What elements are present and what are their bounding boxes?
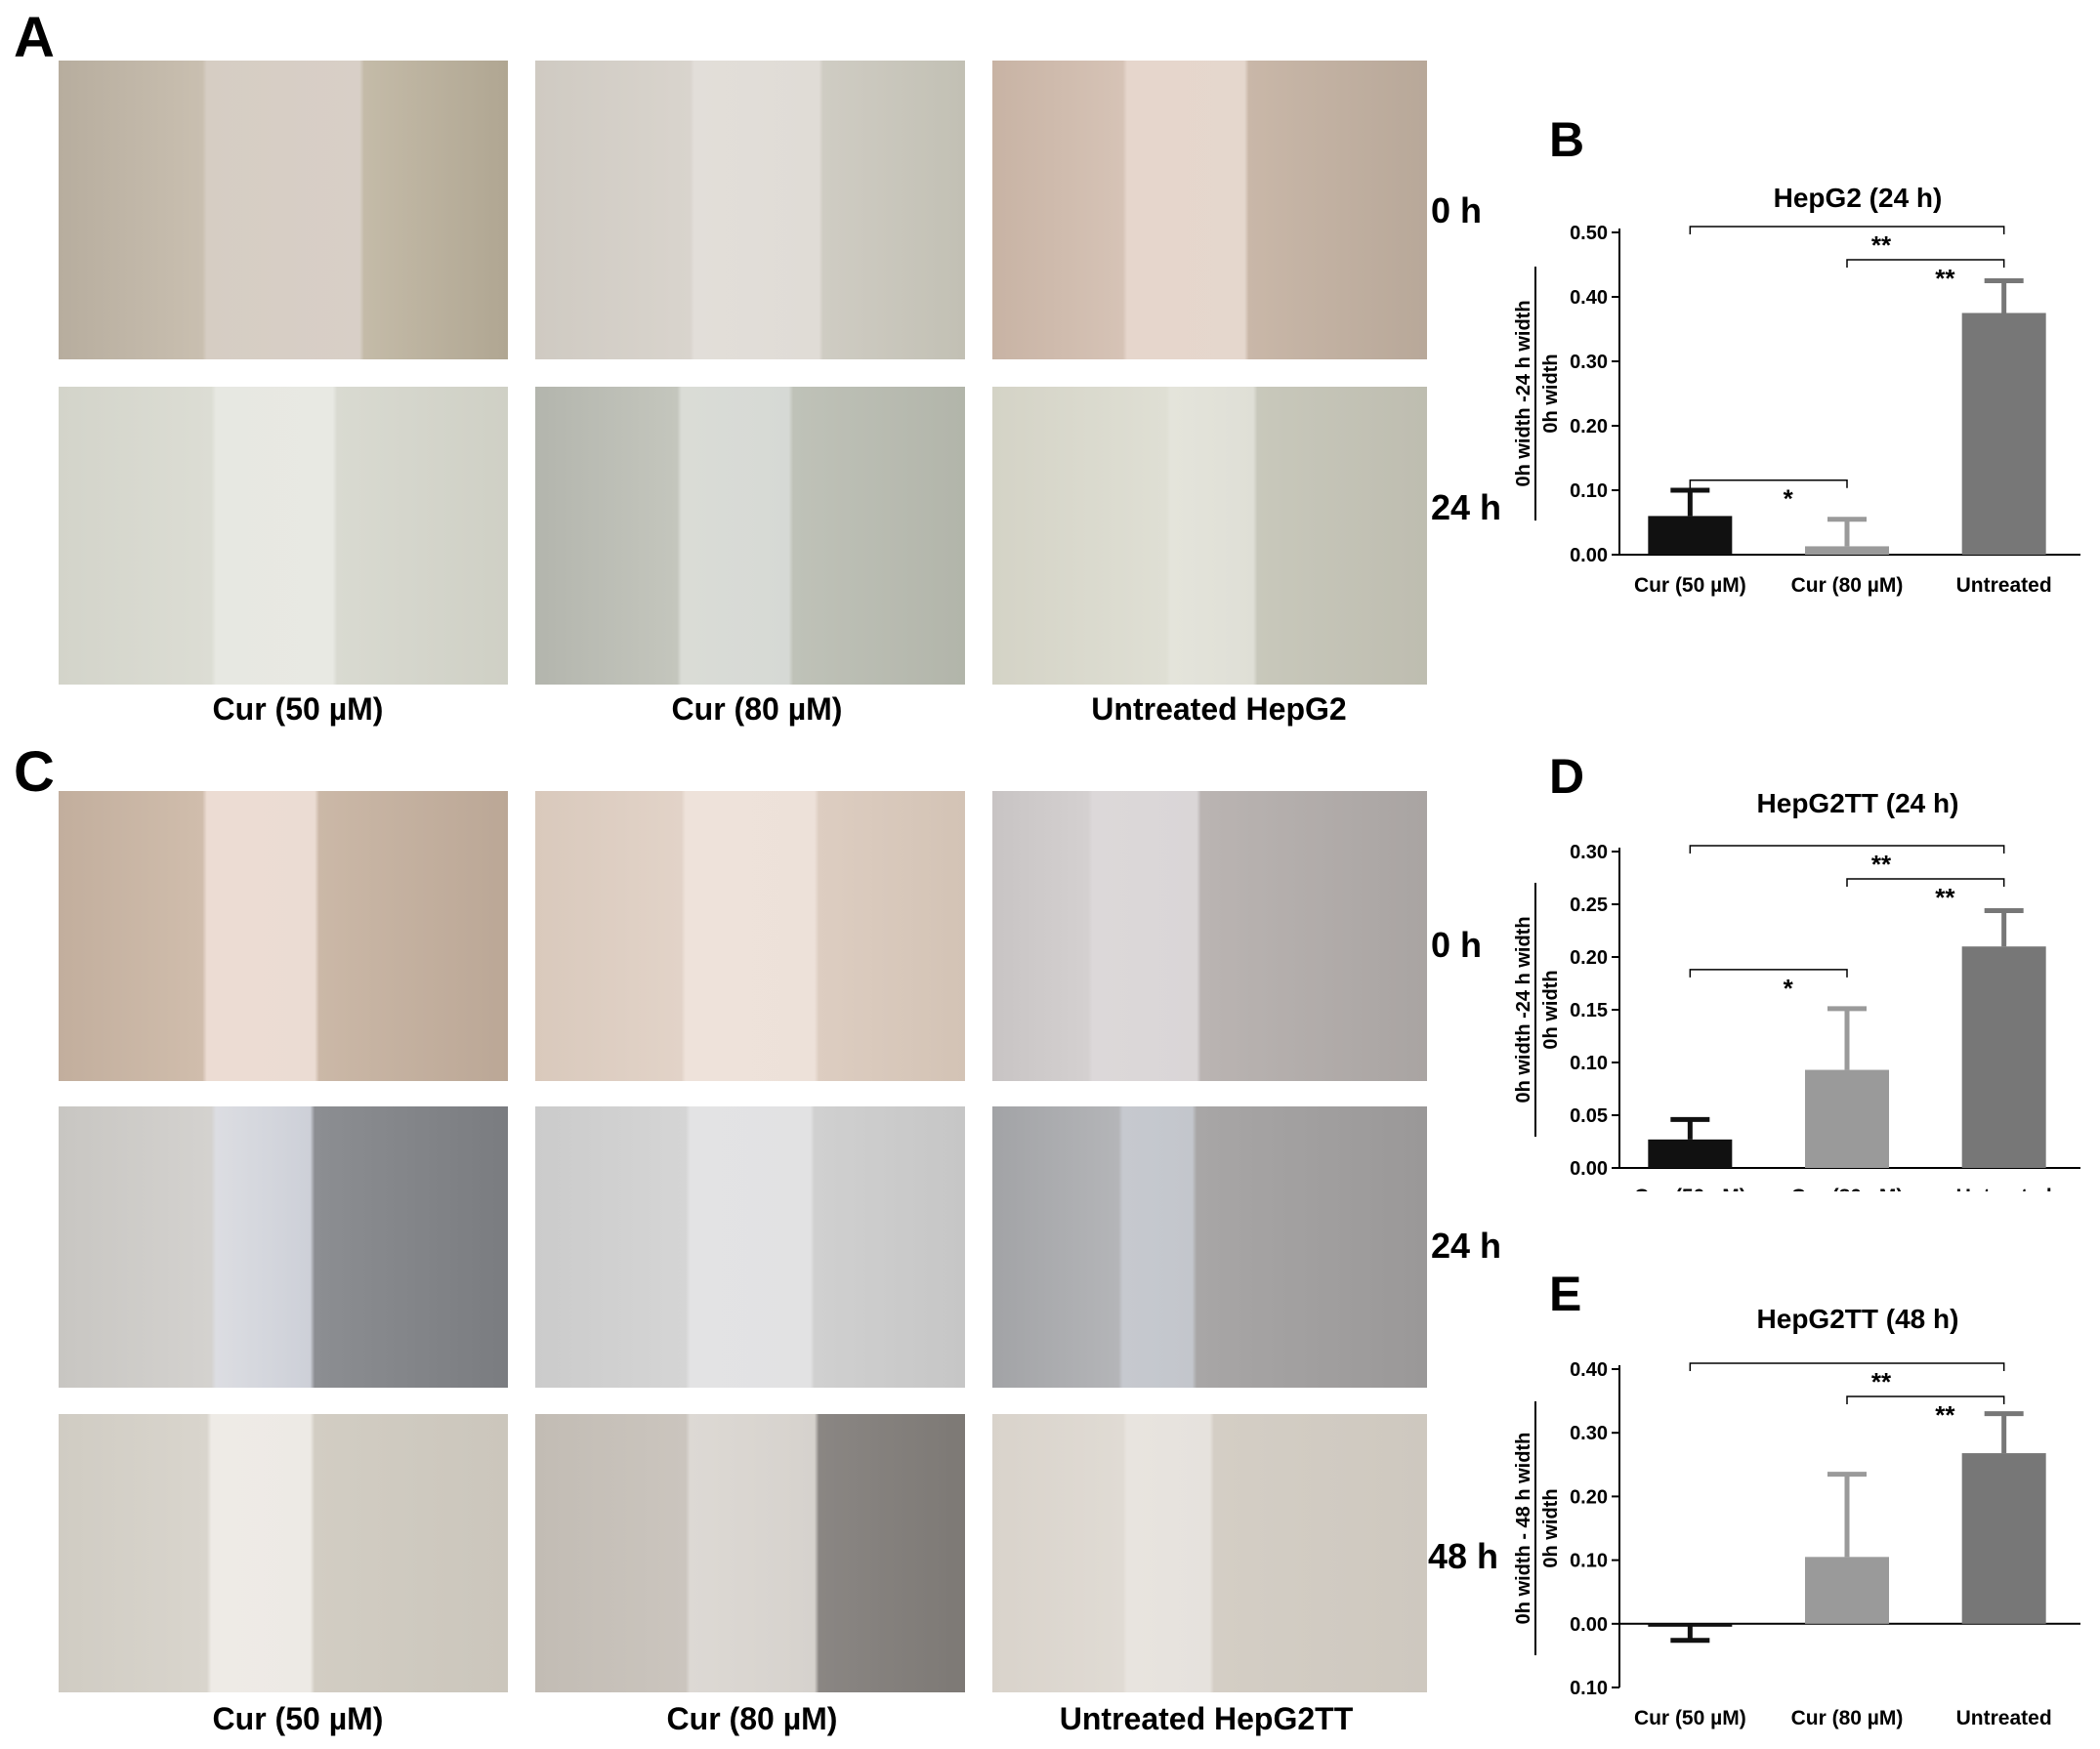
micrograph-c-untreated-48h [992,1414,1427,1692]
micrograph-c-untreated-0h [992,791,1427,1081]
significance-label: ** [1935,264,1955,293]
y-tick-label: 0.20 [1570,1486,1608,1508]
significance-bracket [1689,1362,2005,1371]
y-tick-label: 0.10 [1570,1053,1608,1074]
micrograph-a-cur80-0h [535,61,965,359]
column-label-c-cur50: Cur (50 µM) [212,1701,384,1736]
column-label-a-untreated: Untreated HepG2 [1091,691,1347,727]
significance-bracket [1846,1395,2005,1404]
time-label-c-24h: 24 h [1431,1226,1502,1266]
y-tick-label: 0.00 [1570,1158,1608,1180]
chart-title: HepG2 (24 h) [1774,183,1943,213]
bar-3 [1961,312,2046,555]
y-axis-label-numerator: 0h width - 48 h width [1513,1433,1534,1625]
significance-label: ** [1871,850,1892,879]
micrograph-c-cur80-48h [535,1414,965,1692]
category-label-3: Untreated [1956,1186,2052,1191]
significance-label: * [1784,974,1794,1003]
y-tick-label: 0.10 [1570,1678,1608,1699]
column-label-c-untreated: Untreated HepG2TT [1059,1701,1354,1736]
y-tick-label: 0.05 [1570,1105,1608,1127]
y-tick-label: 0.30 [1570,1423,1608,1444]
significance-label: ** [1871,1367,1892,1396]
y-tick-label: 0.10 [1570,1551,1608,1572]
y-tick-label: 0.00 [1570,1614,1608,1636]
micrograph-c-cur80-0h [535,791,965,1081]
category-label-1: Cur (50 µM) [1634,1186,1746,1191]
micrograph-c-cur50-48h [59,1414,508,1692]
column-label-a-cur50: Cur (50 µM) [212,691,384,727]
bar-3 [1961,946,2046,1168]
y-tick-label: 0.20 [1570,416,1608,437]
y-tick-label: 0.30 [1570,842,1608,863]
micrograph-a-cur50-24h [59,387,508,685]
category-label-1: Cur (50 µM) [1634,574,1746,597]
column-label-a-cur80: Cur (80 µM) [671,691,843,727]
y-tick-label: 0.40 [1570,1359,1608,1381]
bar-3 [1961,1453,2046,1624]
bar-chart-e: E HepG2TT (48 h) 0h width - 48 h width 0h w… [1513,1267,2080,1729]
panel-letter-b: B [1549,112,1584,167]
significance-label: ** [1935,1400,1955,1430]
y-tick-label: 0.40 [1570,287,1608,309]
panel-letter-a: A [14,6,55,69]
category-label-1: Cur (50 µM) [1634,1707,1746,1729]
panel-letter-d: D [1549,749,1584,804]
micrograph-a-untreated-0h [992,61,1427,359]
bar-1 [1648,1623,1733,1627]
y-tick-label: 0.10 [1570,480,1608,502]
micrograph-c-untreated-24h [992,1106,1427,1388]
bar-2 [1805,546,1889,555]
column-label-c-cur80: Cur (80 µM) [666,1701,838,1736]
category-label-2: Cur (80 µM) [1791,1186,1904,1191]
bar-2 [1805,1069,1889,1168]
bar-2 [1805,1557,1889,1624]
panel-letter-c: C [14,740,55,804]
micrograph-c-cur80-24h [535,1106,965,1388]
significance-label: * [1784,484,1794,514]
time-label-c-48h: 48 h [1428,1536,1499,1576]
chart-title: HepG2TT (48 h) [1757,1304,1959,1334]
bar-1 [1648,1139,1733,1168]
bar-chart-b: B HepG2 (24 h) 0h width -24 h width 0h widt… [1513,112,2080,597]
y-tick-label: 0.25 [1570,895,1608,916]
time-label-c-0h: 0 h [1431,925,1483,965]
significance-bracket [1689,969,1848,978]
category-label-3: Untreated [1956,1707,2052,1729]
significance-label: ** [1871,230,1892,260]
time-label-a-0h: 0 h [1431,190,1483,230]
significance-bracket [1689,845,2005,854]
time-label-a-24h: 24 h [1431,487,1502,527]
y-tick-label: 0.50 [1570,223,1608,244]
significance-label: ** [1935,883,1955,912]
category-label-2: Cur (80 µM) [1791,574,1904,597]
micrograph-c-cur50-24h [59,1106,508,1388]
panel-letter-e: E [1549,1267,1581,1321]
significance-bracket [1689,479,1848,488]
micrograph-c-cur50-0h [59,791,508,1081]
chart-title: HepG2TT (24 h) [1757,788,1959,818]
category-label-2: Cur (80 µM) [1791,1707,1904,1729]
y-tick-label: 0.00 [1570,545,1608,566]
micrograph-a-untreated-24h [992,387,1427,685]
y-axis-label-denominator: 0h width [1540,1488,1562,1567]
micrograph-a-cur50-0h [59,61,508,359]
bar-1 [1648,516,1733,555]
y-axis-label-numerator: 0h width -24 h width [1513,916,1534,1103]
bar-chart-d: D HepG2TT (24 h) 0h width -24 h width 0h wi… [1513,749,2080,1191]
significance-bracket [1689,226,2005,234]
significance-bracket [1846,878,2005,887]
category-label-3: Untreated [1956,574,2052,597]
y-tick-label: 0.20 [1570,947,1608,969]
y-axis-label-numerator: 0h width -24 h width [1513,300,1534,486]
y-axis-label-denominator: 0h width [1540,354,1562,433]
y-axis-label-denominator: 0h width [1540,970,1562,1049]
y-tick-label: 0.15 [1570,1000,1608,1021]
micrograph-a-cur80-24h [535,387,965,685]
y-tick-label: 0.30 [1570,352,1608,373]
significance-bracket [1846,259,2005,268]
